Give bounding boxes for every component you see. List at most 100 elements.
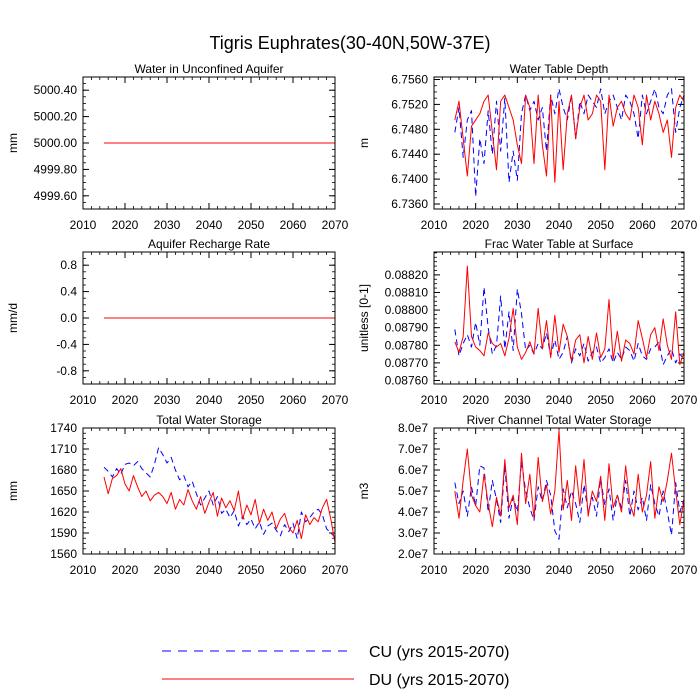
x-tick-label: 2020 [112,563,139,577]
x-tick-label: 2020 [462,563,489,577]
x-tick-label: 2060 [629,393,656,407]
y-tick-label: 8.0e7 [398,421,428,435]
y-tick-label: 4999.60 [34,189,78,203]
plot-frame [433,427,685,555]
panel-title: River Channel Total Water Storage [467,413,652,427]
y-axis-label: mm [6,481,20,501]
x-tick-label: 2020 [112,218,139,232]
y-tick-label: 6.7560 [391,72,428,86]
y-tick-label: 5000.40 [34,83,78,97]
x-tick-label: 2050 [587,393,614,407]
x-tick-label: 2050 [238,393,265,407]
panel-unconfined-aquifer: Water in Unconfined Aquifer mm 2010 2020 203… [6,62,349,232]
plot-frame [433,76,685,210]
y-tick-label: -0.4 [56,337,77,351]
y-tick-label: 0.08790 [385,321,429,335]
x-tick-label: 2030 [154,218,181,232]
legend-cu-label: CU (yrs 2015-2070) [369,644,510,661]
y-tick-label: 2.0e7 [398,547,428,561]
y-tick-label: 5000.20 [34,110,78,124]
x-tick-label: 2060 [629,563,656,577]
y-tick-label: 0.4 [60,285,77,299]
y-tick-label: 0.08810 [385,285,429,299]
y-tick-label: 1710 [50,442,77,456]
y-tick-label: 1560 [50,547,77,561]
x-tick-label: 2060 [629,218,656,232]
x-tick-label: 2010 [70,563,97,577]
y-tick-label: 6.7440 [391,147,428,161]
x-tick-label: 2060 [280,218,307,232]
x-tick-label: 2070 [671,393,698,407]
y-tick-label: 1620 [50,505,77,519]
y-tick-label: 3.0e7 [398,526,428,540]
panel-total-water-storage: Total Water Storage mm 2010 2020 2030 2040 205… [6,413,349,577]
x-tick-label: 2020 [112,393,139,407]
x-tick-label: 2070 [671,563,698,577]
x-tick-label: 2050 [238,218,265,232]
x-tick-label: 2050 [587,563,614,577]
panel-title: Total Water Storage [156,413,262,427]
panel-frac-water-table: Frac Water Table at Surface unitless [0-1… [357,237,698,407]
legend: CU (yrs 2015-2070) DU (yrs 2015-2070) [162,644,510,689]
series-cu-line [454,286,685,366]
x-tick-label: 2070 [322,218,349,232]
plot-frame [82,251,336,385]
y-tick-label: 0.08780 [385,338,429,352]
y-tick-label: -0.8 [56,364,77,378]
x-tick-label: 2010 [70,393,97,407]
x-tick-label: 2010 [421,218,448,232]
y-tick-label: 6.7520 [391,97,428,111]
y-axis-label: mm [6,133,20,153]
y-tick-label: 0.08800 [385,303,429,317]
x-tick-label: 2040 [546,563,573,577]
y-tick-label: 0.0 [60,311,77,325]
x-tick-label: 2040 [196,218,223,232]
y-tick-label: 7.0e7 [398,442,428,456]
y-tick-label: 6.7360 [391,197,428,211]
panel-title: Frac Water Table at Surface [485,237,634,251]
x-tick-label: 2030 [154,563,181,577]
series-du-line [454,265,685,366]
y-axis-label: mm/d [6,303,20,333]
x-tick-label: 2070 [322,393,349,407]
y-tick-label: 0.08760 [385,373,429,387]
plot-frame [433,251,685,385]
y-tick-label: 1590 [50,526,77,540]
x-tick-label: 2010 [421,393,448,407]
panels: Water in Unconfined Aquifer mm 2010 2020 203… [6,62,698,577]
x-tick-label: 2030 [154,393,181,407]
x-tick-label: 2070 [671,218,698,232]
y-tick-label: 0.8 [60,258,77,272]
x-tick-label: 2030 [504,218,531,232]
plot-frame [82,76,336,210]
y-tick-label: 4999.80 [34,162,78,176]
y-axis-label: unitless [0-1] [357,284,371,352]
panel-title: Water Table Depth [510,62,609,76]
y-tick-label: 1680 [50,463,77,477]
series-du-line [103,468,336,543]
y-tick-label: 1650 [50,484,77,498]
plot-frame [82,427,336,555]
x-tick-label: 2020 [462,393,489,407]
series-cu-line [454,461,685,540]
x-tick-label: 2010 [70,218,97,232]
series-cu-line [454,88,685,198]
x-tick-label: 2020 [462,218,489,232]
y-tick-label: 5000.00 [34,136,78,150]
x-tick-label: 2060 [280,563,307,577]
x-tick-label: 2050 [238,563,265,577]
series-du-line [454,94,685,183]
y-axis-label: m3 [357,482,371,499]
y-tick-label: 4.0e7 [398,505,428,519]
x-tick-label: 2040 [196,393,223,407]
y-tick-label: 6.7480 [391,122,428,136]
panel-title: Aquifer Recharge Rate [148,237,270,251]
x-tick-label: 2040 [546,393,573,407]
y-tick-label: 6.0e7 [398,463,428,477]
y-tick-label: 5.0e7 [398,484,428,498]
x-tick-label: 2070 [322,563,349,577]
y-tick-label: 0.08820 [385,268,429,282]
x-tick-label: 2030 [504,393,531,407]
x-tick-label: 2050 [587,218,614,232]
